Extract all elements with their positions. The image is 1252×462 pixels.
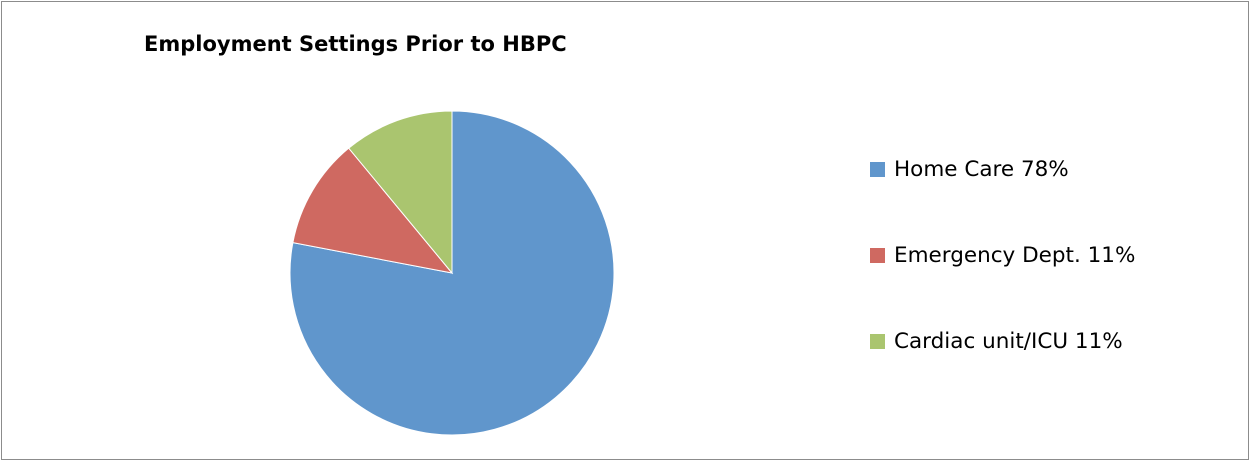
pie-slices: [289, 110, 615, 436]
pie-slice-emergency-dept: [292, 147, 454, 274]
chart-title: Employment Settings Prior to HBPC: [144, 32, 567, 56]
legend-label-cardiac-unit-icu: Cardiac unit/ICU 11%: [894, 329, 1123, 354]
legend-swatch-cardiac-unit-icu: [870, 334, 885, 349]
legend-label-emergency-dept: Emergency Dept. 11%: [894, 243, 1136, 268]
legend-swatch-home-care: [870, 162, 885, 177]
legend-label-home-care: Home Care 78%: [894, 157, 1069, 182]
pie-slice-cardiac-unit-icu: [348, 110, 453, 275]
legend-item-home-care: Home Care 78%: [870, 157, 1069, 182]
legend-item-cardiac-unit-icu: Cardiac unit/ICU 11%: [870, 329, 1123, 354]
legend-item-emergency-dept: Emergency Dept. 11%: [870, 243, 1135, 268]
legend-swatch-emergency-dept: [870, 248, 885, 263]
